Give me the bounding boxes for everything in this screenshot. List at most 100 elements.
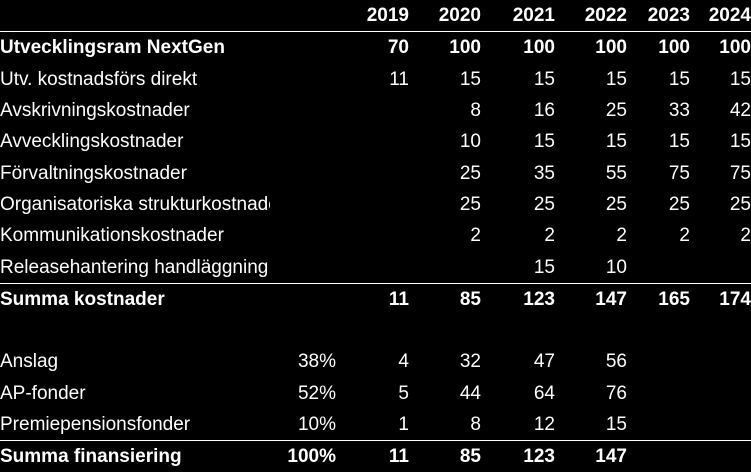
value-cell[interactable] [336, 157, 409, 188]
value-cell[interactable] [627, 378, 690, 409]
value-cell[interactable]: 100 [523, 37, 555, 59]
value-cell[interactable]: 11 [389, 68, 409, 90]
value-cell[interactable]: 75 [668, 162, 690, 184]
value-cell[interactable]: 47 [533, 351, 555, 373]
row-label-cell[interactable]: Releasehantering handläggning [0, 256, 269, 278]
value-cell[interactable]: 1 [398, 414, 409, 435]
row-pct-cell[interactable] [270, 189, 336, 220]
value-cell[interactable] [336, 126, 409, 157]
value-cell[interactable]: 25 [533, 193, 555, 215]
row-pct-cell[interactable] [270, 32, 336, 64]
value-cell[interactable] [336, 95, 409, 126]
value-cell[interactable]: 75 [729, 162, 751, 184]
row-pct-cell[interactable]: 100% [270, 440, 336, 472]
row-pct-cell[interactable]: 10% [297, 414, 336, 435]
value-cell[interactable]: 16 [533, 100, 555, 122]
value-cell[interactable]: 100 [719, 37, 751, 59]
row-pct-cell[interactable] [270, 64, 336, 95]
value-cell[interactable] [690, 440, 751, 472]
row-pct-cell[interactable] [270, 315, 336, 346]
value-cell[interactable] [690, 378, 751, 409]
value-cell[interactable]: 55 [605, 162, 627, 184]
value-cell[interactable] [336, 315, 409, 346]
value-cell[interactable]: 25 [668, 193, 690, 215]
value-cell[interactable]: 2 [544, 225, 555, 247]
row-pct-cell[interactable] [270, 126, 336, 157]
value-cell[interactable]: 15 [729, 131, 751, 153]
value-cell[interactable]: 25 [459, 193, 481, 215]
value-cell[interactable]: 25 [605, 193, 627, 215]
row-label-cell[interactable]: Organisatoriska strukturkostnader [0, 193, 270, 215]
value-cell[interactable]: 76 [605, 382, 627, 404]
value-cell[interactable] [627, 346, 690, 377]
value-cell[interactable]: 10 [605, 256, 627, 278]
value-cell[interactable]: 44 [459, 382, 481, 404]
value-cell[interactable]: 15 [668, 131, 690, 153]
value-cell[interactable] [409, 251, 481, 283]
value-cell[interactable]: 15 [605, 131, 627, 153]
value-cell[interactable]: 5 [398, 382, 409, 404]
value-cell[interactable]: 2 [740, 225, 751, 247]
value-cell[interactable]: 25 [729, 193, 751, 215]
row-label-cell[interactable]: Premiepensionsfonder [0, 414, 191, 435]
value-cell[interactable]: 123 [481, 440, 555, 472]
value-cell[interactable]: 42 [729, 100, 751, 122]
value-cell[interactable]: 25 [605, 100, 627, 122]
value-cell[interactable] [690, 409, 751, 441]
value-cell[interactable]: 165 [627, 282, 690, 315]
year-header-cell[interactable]: 2019 [336, 0, 409, 33]
row-label-cell[interactable]: Utvecklingsram NextGen [0, 37, 225, 59]
value-cell[interactable]: 70 [387, 37, 409, 59]
value-cell[interactable] [627, 251, 690, 283]
row-pct-cell[interactable] [270, 95, 336, 126]
value-cell[interactable] [627, 315, 690, 346]
year-header-cell[interactable]: 2020 [409, 0, 481, 33]
value-cell[interactable]: 100 [658, 37, 690, 59]
value-cell[interactable] [690, 315, 751, 346]
value-cell[interactable]: 12 [533, 414, 555, 435]
row-pct-cell[interactable] [270, 157, 336, 188]
value-cell[interactable]: 11 [336, 440, 409, 472]
row-pct-cell[interactable] [270, 251, 336, 283]
value-cell[interactable]: 15 [459, 68, 481, 90]
value-cell[interactable] [336, 220, 409, 251]
row-label-cell[interactable]: Summa kostnader [0, 282, 270, 315]
value-cell[interactable]: 8 [470, 414, 481, 435]
row-label-cell[interactable]: Förvaltningskostnader [0, 162, 187, 184]
value-cell[interactable] [481, 315, 555, 346]
value-cell[interactable]: 32 [459, 351, 481, 373]
value-cell[interactable]: 15 [605, 68, 627, 90]
value-cell[interactable]: 35 [533, 162, 555, 184]
value-cell[interactable]: 15 [668, 68, 690, 90]
value-cell[interactable]: 64 [533, 382, 555, 404]
row-label-cell[interactable]: Anslag [0, 351, 59, 373]
row-pct-cell[interactable]: 38% [297, 351, 336, 373]
value-cell[interactable]: 147 [555, 440, 627, 472]
value-cell[interactable] [690, 251, 751, 283]
row-pct-cell[interactable] [270, 282, 336, 315]
value-cell[interactable]: 25 [459, 162, 481, 184]
value-cell[interactable]: 10 [459, 131, 481, 153]
row-label-cell[interactable]: AP-fonder [0, 382, 86, 404]
row-label-cell[interactable] [0, 315, 270, 346]
value-cell[interactable]: 123 [481, 282, 555, 315]
value-cell[interactable] [627, 440, 690, 472]
year-header-cell[interactable]: 2024 [690, 0, 751, 33]
value-cell[interactable]: 15 [533, 68, 555, 90]
value-cell[interactable]: 15 [729, 68, 751, 90]
value-cell[interactable]: 147 [555, 282, 627, 315]
value-cell[interactable] [555, 315, 627, 346]
value-cell[interactable]: 33 [668, 100, 690, 122]
value-cell[interactable]: 174 [690, 282, 751, 315]
value-cell[interactable]: 15 [605, 414, 627, 435]
year-header-cell[interactable]: 2022 [555, 0, 627, 33]
value-cell[interactable]: 11 [336, 282, 409, 315]
value-cell[interactable]: 2 [470, 225, 481, 247]
value-cell[interactable] [336, 251, 409, 283]
value-cell[interactable] [690, 346, 751, 377]
value-cell[interactable]: 4 [398, 351, 409, 373]
value-cell[interactable] [409, 315, 481, 346]
value-cell[interactable] [336, 189, 409, 220]
value-cell[interactable] [627, 409, 690, 441]
value-cell[interactable]: 2 [679, 225, 690, 247]
